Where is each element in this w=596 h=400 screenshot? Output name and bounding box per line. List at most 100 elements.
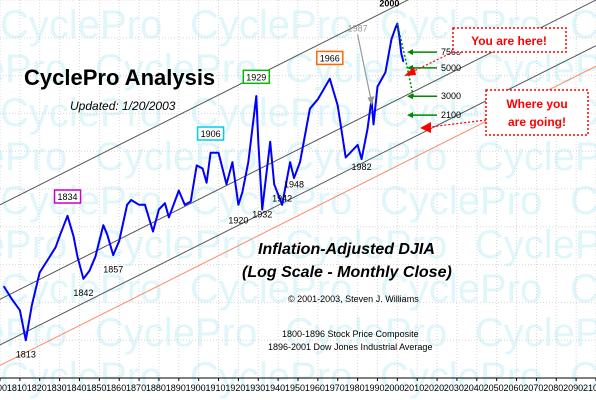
series-point-16 [106, 233, 109, 236]
series-point-59 [376, 85, 379, 88]
watermark-35: CyclePro [0, 311, 67, 355]
box-label-1966: 1966 [320, 53, 340, 63]
series-point-10 [72, 235, 75, 237]
x-tick-label-15: 1950 [285, 383, 305, 393]
series-point-7 [54, 246, 57, 249]
series-point-35 [225, 183, 228, 186]
projection-path [396, 23, 414, 97]
series-point-23 [152, 230, 154, 233]
watermark-32: CyclePro [190, 267, 352, 311]
series-point-37 [237, 204, 240, 206]
year-label-1982: 1982 [352, 162, 372, 172]
ref-arrow-1987 [357, 34, 373, 103]
x-tick-label-16: 1960 [305, 383, 325, 393]
series-point-31 [201, 167, 204, 170]
x-tick-label-22: 2020 [424, 383, 444, 393]
heading-line-2: (Log Scale - Monthly Close) [242, 264, 452, 281]
series-point-19 [126, 204, 128, 206]
series-point-39 [247, 161, 250, 163]
watermark-27: CyclePro [285, 223, 447, 267]
series-point-33 [209, 152, 212, 154]
watermark-5: CyclePro [0, 47, 67, 91]
series-point-12 [82, 278, 85, 280]
series-point-27 [178, 189, 180, 192]
peak-label-2000: 2000 [379, 0, 399, 8]
series-point-17 [112, 254, 114, 256]
x-tick-label-7: 1870 [126, 383, 146, 393]
x-tick-label-26: 2060 [504, 383, 524, 393]
series-point-18 [118, 240, 120, 242]
series-point-24 [158, 208, 160, 211]
watermark-1: CyclePro [0, 3, 162, 47]
series-point-8 [58, 235, 61, 237]
chart-title: CyclePro Analysis [24, 65, 215, 90]
watermark-24: CyclePro [570, 179, 596, 223]
series-point-40 [255, 95, 258, 97]
watermark-17: CyclePro [285, 135, 447, 179]
x-tick-label-21: 2010 [404, 383, 424, 393]
callout-arrowhead-going [420, 122, 431, 133]
series-point-50 [317, 98, 319, 100]
x-tick-label-24: 2040 [464, 383, 484, 393]
series-point-54 [356, 144, 359, 146]
series-point-43 [269, 140, 272, 143]
series-point-47 [293, 177, 295, 179]
series-point-28 [184, 204, 186, 206]
series-point-61 [390, 38, 393, 41]
x-tick-label-3: 1830 [47, 383, 67, 393]
series-point-29 [189, 200, 192, 203]
x-tick-label-10: 1900 [186, 383, 206, 393]
watermark-34: CyclePro [570, 267, 596, 311]
chart-subtitle: Updated: 1/20/2003 [70, 99, 176, 113]
watermark-33: CyclePro [380, 267, 542, 311]
level-arrowhead-7500 [407, 49, 414, 56]
heading-line-1: Inflation-Adjusted DJIA [258, 241, 435, 258]
series-point-1 [11, 298, 13, 301]
callout-pointer-going [429, 119, 487, 128]
x-tick-label-17: 1970 [325, 383, 345, 393]
x-tick-label-18: 1980 [345, 383, 365, 393]
series-point-56 [366, 128, 369, 130]
channel-line-upper [0, 0, 409, 206]
year-label-1942: 1942 [272, 194, 292, 204]
watermark-43: CyclePro [380, 355, 542, 399]
series-point-65 [400, 52, 403, 55]
x-tick-label-1: 1810 [7, 383, 27, 393]
year-label-1932: 1932 [252, 209, 272, 219]
watermark-2: CyclePro [190, 3, 352, 47]
callout-text-here: You are here! [471, 34, 547, 48]
ref-arrowhead-1987 [367, 96, 375, 106]
watermark-8: CyclePro [475, 47, 596, 91]
series-point-49 [309, 107, 311, 110]
level-label-2100: 2100 [441, 110, 461, 120]
callout-text-going-1: Where you [506, 97, 567, 111]
series-point-9 [66, 215, 69, 217]
series-point-6 [46, 259, 49, 261]
series-point-41 [257, 140, 260, 143]
callout-arrowhead-here [404, 67, 416, 76]
x-tick-label-28: 2080 [543, 383, 563, 393]
series-point-48 [299, 161, 301, 163]
series-point-32 [205, 181, 208, 184]
x-tick-label-23: 2030 [444, 383, 464, 393]
series-layer [3, 22, 405, 342]
series-point-20 [130, 199, 132, 201]
year-label-1948: 1948 [284, 179, 304, 189]
year-label-1842: 1842 [73, 288, 93, 298]
x-tick-label-20: 2000 [384, 383, 404, 393]
watermark-36: CyclePro [95, 311, 257, 355]
series-point-14 [94, 255, 97, 258]
series-point-46 [289, 161, 291, 163]
series-point-45 [281, 204, 283, 206]
series-point-13 [88, 270, 91, 272]
year-label-1857: 1857 [103, 264, 123, 274]
series-point-51 [329, 77, 331, 80]
x-tick-label-27: 2070 [523, 383, 543, 393]
year-label-1920: 1920 [228, 216, 248, 226]
series-point-21 [138, 204, 140, 206]
box-frame-1906 [196, 126, 225, 141]
x-tick-label-8: 1880 [146, 383, 166, 393]
x-tick-label-12: 1920 [225, 383, 245, 393]
watermark-38: CyclePro [475, 311, 596, 355]
